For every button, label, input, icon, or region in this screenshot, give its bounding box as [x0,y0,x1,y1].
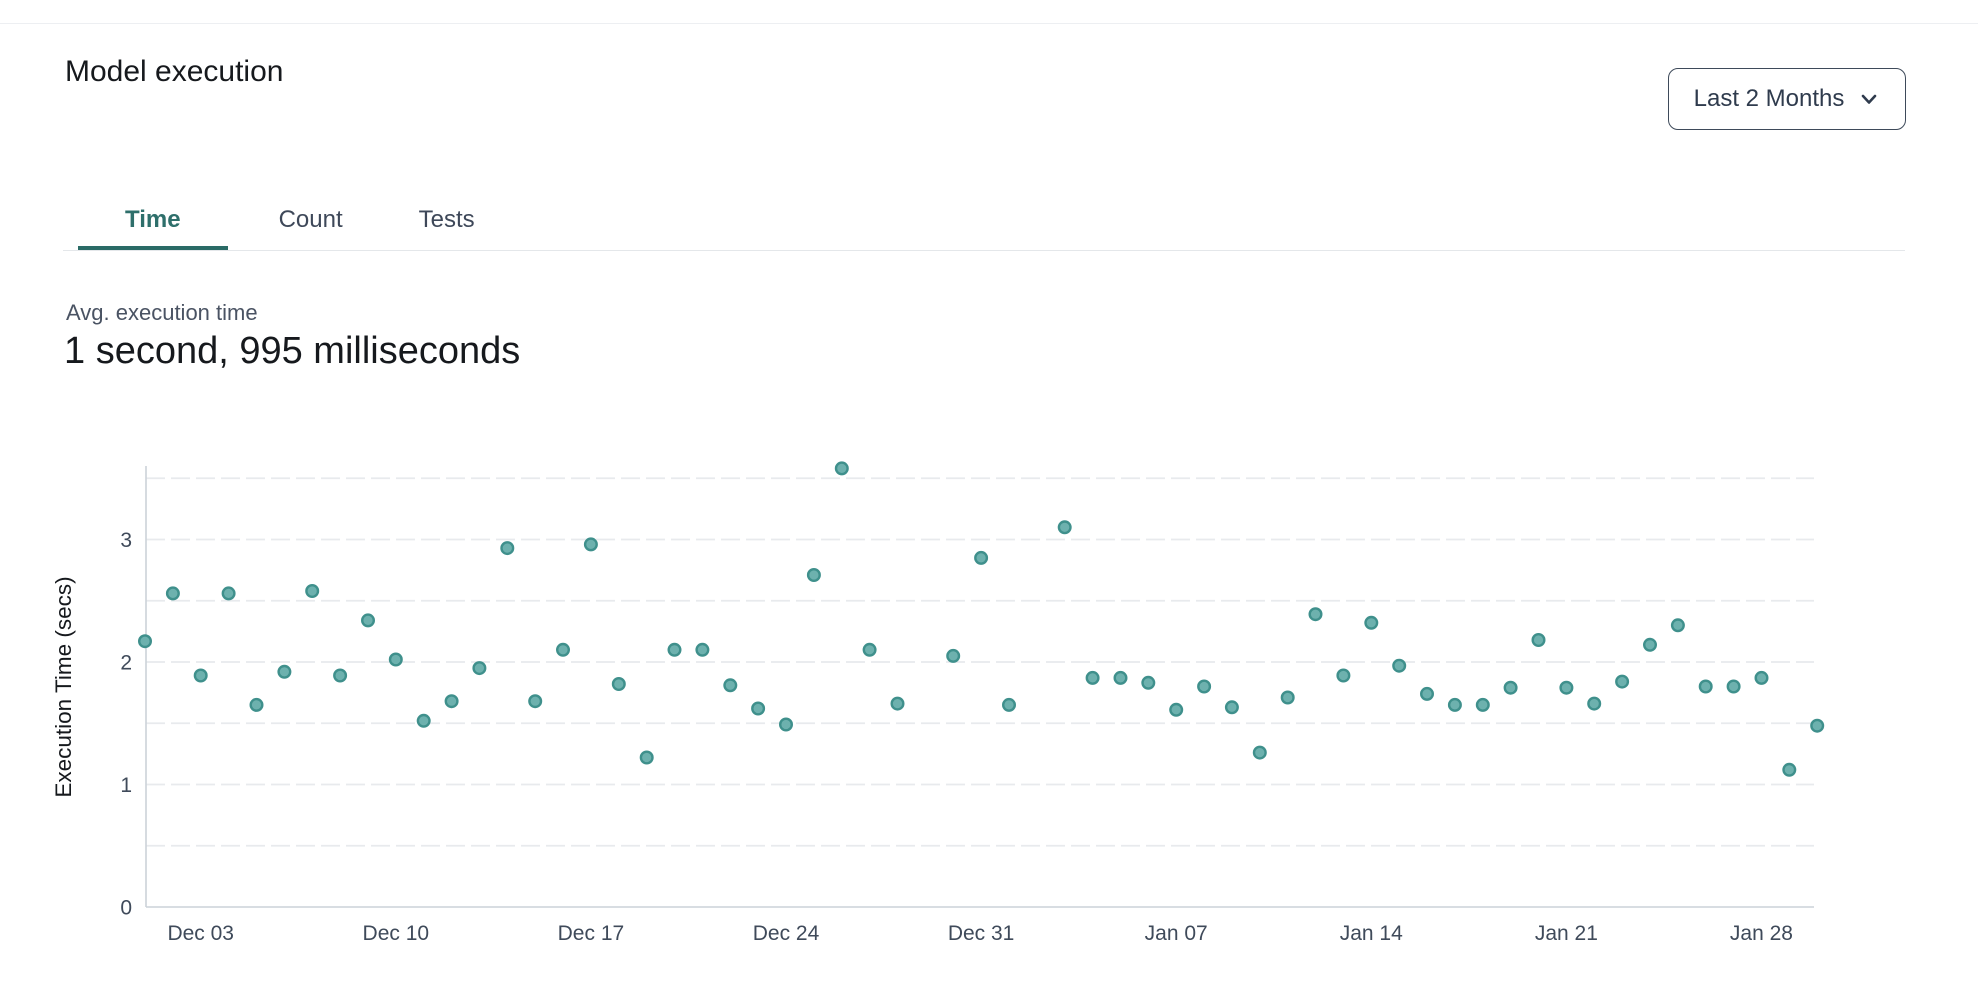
page-title: Model execution [65,55,284,88]
data-point[interactable] [1419,686,1434,701]
data-point[interactable] [1810,718,1825,733]
data-point[interactable] [806,568,821,583]
data-point[interactable] [137,634,152,649]
data-point[interactable] [583,537,598,552]
tab-tests[interactable]: Tests [418,206,475,233]
data-point[interactable] [1252,745,1267,760]
x-tick-label: Dec 31 [948,922,1015,945]
data-point[interactable] [1141,675,1156,690]
data-point[interactable] [221,586,236,601]
data-point[interactable] [1085,670,1100,685]
data-point[interactable] [1308,607,1323,622]
stat-label: Avg. execution time [66,300,258,325]
data-point[interactable] [416,713,431,728]
data-point[interactable] [1280,690,1295,705]
data-point[interactable] [528,694,543,709]
tab-bar: Time Count Tests [63,196,1905,251]
chevron-down-icon [1858,88,1880,110]
data-point[interactable] [472,661,487,676]
data-point[interactable] [1336,668,1351,683]
x-tick-label: Jan 07 [1145,922,1208,945]
data-point[interactable] [1364,615,1379,630]
x-tick-label: Jan 28 [1730,922,1793,945]
data-point[interactable] [1197,679,1212,694]
data-point[interactable] [500,541,515,556]
x-tick-label: Jan 14 [1340,922,1403,945]
data-point[interactable] [890,696,905,711]
data-point[interactable] [193,668,208,683]
data-point[interactable] [1531,633,1546,648]
tab-count[interactable]: Count [278,206,343,233]
data-point[interactable] [1615,674,1630,689]
data-point[interactable] [1475,697,1490,712]
x-tick-label: Dec 03 [167,922,234,945]
x-tick-label: Dec 17 [558,922,625,945]
data-point[interactable] [361,613,376,628]
x-tick-label: Dec 24 [753,922,820,945]
data-point[interactable] [751,701,766,716]
y-tick-label: 0 [120,897,132,920]
data-point[interactable] [1169,702,1184,717]
date-range-dropdown[interactable]: Last 2 Months [1668,68,1906,130]
y-tick-label: 1 [120,774,132,797]
execution-time-scatter-chart: 0 1 2 3 Dec 03 Dec 10 Dec 17 Dec 24 Dec 31 Jan 07… [51,461,1825,945]
data-point[interactable] [779,717,794,732]
data-point[interactable] [974,550,989,565]
data-point[interactable] [1726,679,1741,694]
data-point[interactable] [1057,520,1072,535]
data-point[interactable] [1503,680,1518,695]
data-point[interactable] [556,642,571,657]
data-point[interactable] [1392,658,1407,673]
data-point[interactable] [639,750,654,765]
y-axis-title: Execution Time (secs) [51,576,76,797]
data-point[interactable] [1642,637,1657,652]
data-point[interactable] [249,697,264,712]
data-point[interactable] [1002,697,1017,712]
x-tick-label: Jan 21 [1535,922,1598,945]
stat-value: 1 second, 995 milliseconds [64,330,521,372]
top-divider [0,23,1978,24]
data-point[interactable] [1447,697,1462,712]
data-point[interactable] [1113,670,1128,685]
data-point[interactable] [1782,762,1797,777]
data-point[interactable] [277,664,292,679]
date-range-label: Last 2 Months [1693,85,1845,112]
data-point[interactable] [1754,670,1769,685]
data-point[interactable] [1698,679,1713,694]
data-point[interactable] [333,668,348,683]
y-tick-label: 2 [120,652,132,675]
data-point[interactable] [1670,618,1685,633]
data-point[interactable] [1224,700,1239,715]
data-point[interactable] [1587,696,1602,711]
data-point[interactable] [388,652,403,667]
data-point[interactable] [165,586,180,601]
tab-time[interactable]: Time [78,196,228,250]
data-point[interactable] [862,642,877,657]
data-point[interactable] [444,694,459,709]
data-point[interactable] [305,584,320,599]
data-point[interactable] [667,642,682,657]
y-tick-label: 3 [120,529,132,552]
data-point[interactable] [834,461,849,476]
data-point[interactable] [1559,680,1574,695]
data-point[interactable] [946,648,961,663]
data-point[interactable] [723,678,738,693]
data-point[interactable] [611,677,626,692]
x-tick-label: Dec 10 [363,922,430,945]
data-point[interactable] [695,642,710,657]
